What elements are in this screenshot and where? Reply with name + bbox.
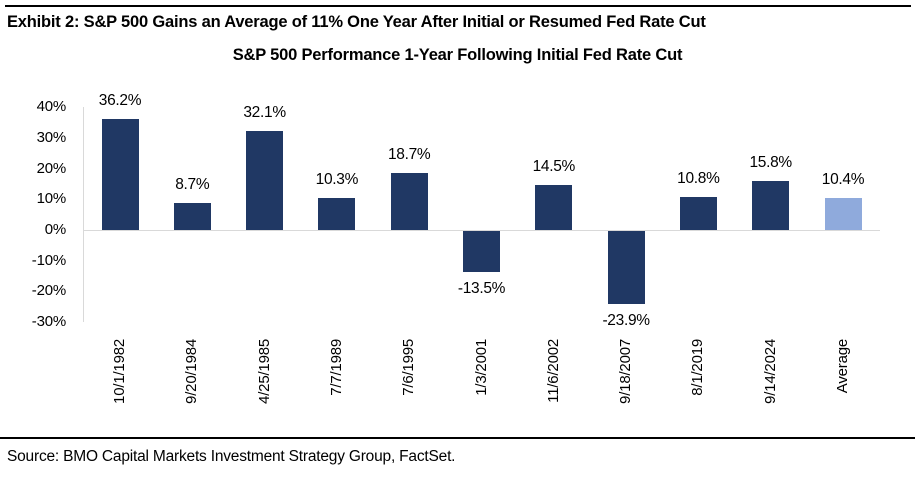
y-tick-label: 0% bbox=[44, 221, 66, 238]
category-label: 4/25/1985 bbox=[255, 339, 273, 404]
y-tick-label: -10% bbox=[31, 251, 66, 269]
y-tick-label: 20% bbox=[36, 159, 67, 177]
bar bbox=[173, 203, 211, 230]
exhibit-title: Exhibit 2: S&P 500 Gains an Average of 1… bbox=[7, 13, 706, 31]
y-tick-label: 40% bbox=[36, 98, 67, 116]
bar bbox=[679, 196, 717, 230]
category-label: 1/3/2001 bbox=[472, 339, 490, 396]
bar-value-label: 32.1% bbox=[243, 104, 286, 122]
bar bbox=[752, 181, 790, 230]
category-label: Average bbox=[834, 339, 851, 394]
bar bbox=[463, 231, 500, 273]
top-divider bbox=[5, 5, 911, 7]
source-note: Source: BMO Capital Markets Investment S… bbox=[7, 448, 456, 465]
bar-value-label: 10.3% bbox=[315, 171, 359, 189]
bar-value-label: -13.5% bbox=[457, 280, 506, 298]
bar bbox=[390, 172, 428, 230]
category-label: 9/14/2024 bbox=[761, 339, 779, 404]
category-label: 7/7/1989 bbox=[327, 339, 345, 396]
category-label: 7/6/1995 bbox=[400, 339, 418, 396]
average-bar bbox=[824, 198, 862, 230]
y-tick-label: 10% bbox=[36, 190, 67, 208]
bar-value-label: 36.2% bbox=[98, 91, 142, 109]
bar bbox=[101, 118, 139, 230]
y-tick-label: -30% bbox=[31, 313, 66, 331]
category-label: 11/6/2002 bbox=[544, 339, 562, 403]
y-tick-label: -20% bbox=[31, 282, 66, 300]
y-tick-label: 30% bbox=[36, 128, 67, 146]
bar-value-label: 18.7% bbox=[387, 145, 431, 163]
bar-value-label: 8.7% bbox=[175, 176, 210, 194]
bar-value-label: 10.8% bbox=[677, 169, 720, 187]
bar-value-label: -23.9% bbox=[602, 312, 650, 330]
zero-gridline bbox=[83, 230, 880, 231]
category-label: 9/20/1984 bbox=[183, 339, 201, 404]
bar-value-label: 15.8% bbox=[749, 154, 792, 172]
category-label: 8/1/2019 bbox=[689, 339, 707, 396]
bar bbox=[318, 198, 356, 230]
bar bbox=[607, 231, 645, 305]
bar-value-label: 10.4% bbox=[821, 171, 865, 189]
bar bbox=[535, 185, 573, 230]
category-label: 9/18/2007 bbox=[617, 339, 635, 404]
y-axis-line bbox=[83, 107, 84, 323]
chart-title: S&P 500 Performance 1-Year Following Ini… bbox=[232, 46, 683, 64]
category-label: 10/1/1982 bbox=[111, 339, 128, 404]
bottom-divider bbox=[0, 437, 915, 439]
bar-value-label: 14.5% bbox=[532, 158, 576, 176]
bar bbox=[246, 131, 284, 230]
